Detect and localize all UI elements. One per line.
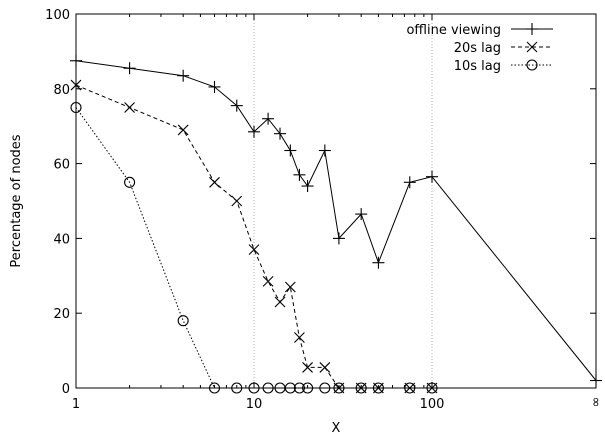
x-tick-label: 1: [72, 397, 80, 412]
cross-marker: [274, 296, 286, 308]
plus-marker: [426, 170, 438, 183]
cross-marker: [248, 244, 260, 256]
y-tick-label: 0: [62, 382, 70, 397]
cross-marker: [302, 362, 313, 373]
plus-marker: [208, 80, 221, 93]
x-tick-label: 10: [246, 397, 263, 412]
circle-marker: [177, 315, 189, 327]
y-tick-label: 100: [45, 8, 70, 23]
legend-label: 10s lag: [454, 59, 501, 74]
plus-marker: [318, 144, 331, 157]
x-tick-label: ∞: [588, 397, 603, 408]
legend-label: 20s lag: [454, 41, 501, 56]
legend-circle-marker: [526, 59, 538, 71]
plus-marker: [248, 125, 260, 138]
plus-marker: [332, 232, 345, 245]
legend-cross-marker: [526, 41, 538, 53]
x-axis-title: X: [332, 421, 341, 436]
series-layer: [70, 54, 602, 394]
x-tick-label: 100: [420, 397, 445, 412]
plus-marker: [230, 99, 243, 112]
plus-marker: [301, 180, 314, 193]
series-line: [75, 60, 597, 381]
plus-marker: [372, 256, 385, 269]
cross-marker: [284, 281, 296, 293]
plus-marker: [293, 168, 306, 181]
circle-marker: [124, 176, 136, 188]
plus-marker: [355, 208, 368, 221]
grid: [253, 14, 433, 388]
series-line: [75, 84, 432, 389]
plus-marker: [177, 69, 190, 82]
plus-marker: [284, 144, 297, 157]
legend: offline viewing 20s lag 10s lag: [406, 23, 553, 74]
cross-marker: [319, 362, 331, 373]
cross-marker: [177, 124, 189, 136]
series-0: [70, 54, 602, 387]
plus-marker: [274, 127, 287, 140]
plus-marker: [262, 112, 275, 125]
y-tick-label: 80: [53, 83, 70, 98]
cross-marker: [231, 195, 243, 207]
y-tick-label: 20: [53, 307, 70, 322]
cross-marker: [124, 102, 135, 113]
plot-frame: [75, 13, 597, 389]
plus-marker: [403, 176, 416, 189]
cross-marker: [262, 276, 274, 287]
y-tick-label: 40: [53, 232, 70, 247]
legend-plus-marker: [526, 23, 538, 35]
cross-marker: [209, 176, 220, 188]
y-axis-title: Percentage of nodes: [9, 134, 24, 267]
cross-marker: [294, 332, 305, 343]
axes: 1 10 100 ∞ 0 20 40 60 80 100: [45, 8, 603, 412]
plus-marker: [123, 62, 136, 75]
legend-label: offline viewing: [406, 23, 501, 38]
y-tick-label: 60: [53, 158, 70, 173]
